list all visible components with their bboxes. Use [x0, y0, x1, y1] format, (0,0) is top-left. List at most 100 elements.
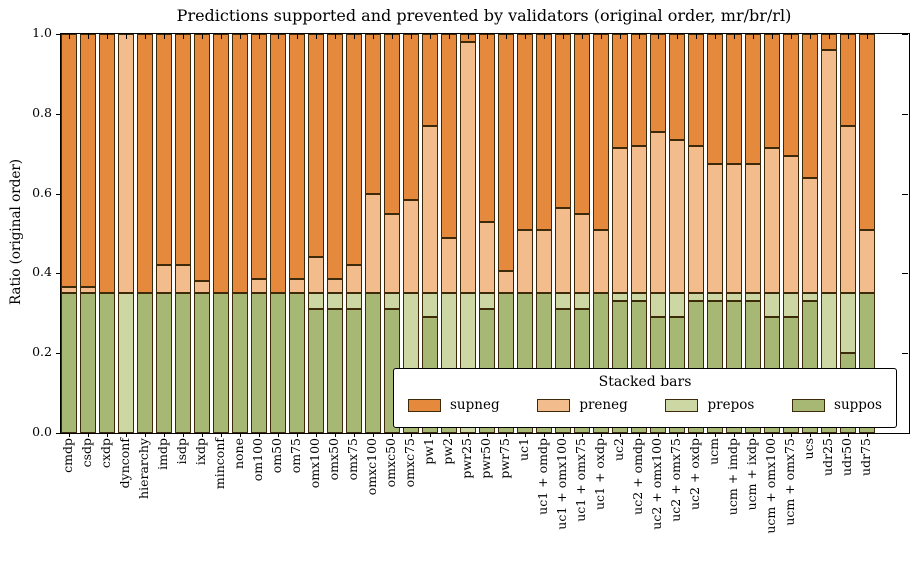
bar-segment-supneg: [782, 34, 799, 156]
bar-segment-supneg: [307, 34, 324, 258]
x-tick-label: none: [230, 438, 246, 470]
bar-segment-supneg: [592, 34, 609, 230]
bar-segment-suppos: [136, 293, 153, 433]
x-tick-bottom: [372, 433, 374, 437]
legend-entry-label: suppos: [834, 397, 882, 413]
x-tick-bottom: [410, 433, 412, 437]
x-tick-label: uc1 + omx100: [553, 438, 569, 530]
bar-segment-supneg: [801, 34, 818, 178]
x-tick-top: [106, 34, 108, 39]
x-tick-top: [543, 34, 545, 39]
bar-segment-supneg: [725, 34, 742, 164]
x-tick-label: pwr50: [477, 438, 493, 479]
x-tick-label: ucm + imdp: [724, 438, 740, 516]
x-tick-top: [733, 34, 735, 39]
bar-segment-preneg: [345, 265, 362, 294]
bar-segment-prepos: [649, 293, 666, 318]
x-tick-label: cxdp: [97, 438, 113, 469]
x-tick-label: omx100: [306, 438, 322, 489]
x-tick-label: ucm + ixdp: [743, 438, 759, 511]
bar-segment-preneg: [649, 131, 666, 294]
x-tick-label: isdp: [173, 438, 189, 465]
x-tick-bottom: [524, 433, 526, 437]
x-tick-label: uc1 + omx75: [572, 438, 588, 522]
bar-segment-supneg: [497, 34, 514, 272]
y-tick-left: [56, 353, 60, 355]
bar-segment-suppos: [250, 293, 267, 433]
bar-segment-preneg: [193, 281, 210, 294]
x-tick-bottom: [68, 433, 70, 437]
x-tick-top: [638, 34, 640, 39]
bar-segment-preneg: [326, 279, 343, 294]
x-tick-bottom: [657, 433, 659, 437]
x-tick-label: cmdp: [59, 438, 75, 473]
x-tick-bottom: [847, 433, 849, 437]
bar-segment-preneg: [497, 271, 514, 294]
x-tick-label: hierarchy: [135, 438, 151, 499]
x-tick-bottom: [353, 433, 355, 437]
bar-segment-preneg: [668, 139, 685, 294]
x-tick-top: [676, 34, 678, 39]
bar-segment-preneg: [60, 287, 77, 294]
bar-segment-supneg: [858, 34, 875, 230]
x-tick-top: [448, 34, 450, 39]
y-axis-label: Ratio (original order): [8, 158, 24, 306]
x-tick-bottom: [505, 433, 507, 437]
legend-entry: preneg: [537, 397, 628, 413]
bar-segment-prepos: [687, 293, 704, 302]
x-tick-bottom: [239, 433, 241, 437]
x-tick-bottom: [467, 433, 469, 437]
x-tick-label: om100: [249, 438, 265, 482]
x-tick-top: [315, 34, 317, 39]
plot-area: [56, 33, 910, 437]
x-tick-bottom: [638, 433, 640, 437]
bar-segment-supneg: [193, 34, 210, 282]
bar-segment-prepos: [345, 293, 362, 310]
bar-segment-preneg: [744, 163, 761, 294]
bar-segment-supneg: [60, 34, 77, 288]
y-tick-right: [902, 34, 908, 35]
x-tick-bottom: [258, 433, 260, 437]
bar-segment-suppos: [98, 293, 115, 433]
x-tick-top: [353, 34, 355, 39]
legend: Stacked bars supneg preneg prepos suppos: [393, 368, 897, 428]
bar-segment-preneg: [725, 163, 742, 294]
bar-segment-preneg: [155, 265, 172, 294]
x-tick-top: [847, 34, 849, 39]
bar-segment-prepos: [117, 293, 134, 433]
x-tick-bottom: [809, 433, 811, 437]
x-tick-label: uc2 + omx75: [667, 438, 683, 522]
x-tick-top: [239, 34, 241, 39]
bar-segment-preneg: [706, 163, 723, 294]
x-tick-bottom: [581, 433, 583, 437]
x-tick-top: [125, 34, 127, 39]
bar-segment-supneg: [687, 34, 704, 146]
x-tick-bottom: [296, 433, 298, 437]
bar-segment-supneg: [478, 34, 495, 222]
bar-segment-prepos: [801, 293, 818, 302]
bar-segment-preneg: [630, 145, 647, 294]
x-tick-label: omx75: [344, 438, 360, 481]
x-tick-bottom: [600, 433, 602, 437]
bar-segment-supneg: [516, 34, 533, 230]
x-tick-label: uc2 + omdp: [629, 438, 645, 515]
legend-entry: supneg: [408, 397, 500, 413]
x-tick-top: [258, 34, 260, 39]
bar-segment-prepos: [744, 293, 761, 302]
y-tick-right: [902, 433, 908, 434]
bar-segment-suppos: [307, 309, 324, 433]
bar-segment-supneg: [231, 34, 248, 294]
x-tick-label: udr50: [838, 438, 854, 476]
x-tick-bottom: [828, 433, 830, 437]
legend-entry-label: preneg: [579, 397, 628, 413]
legend-entries: supneg preneg prepos suppos: [394, 390, 896, 413]
bar-segment-preneg: [763, 147, 780, 294]
x-tick-top: [372, 34, 374, 39]
bar-segment-prepos: [307, 293, 324, 310]
bar-segment-preneg: [383, 213, 400, 294]
x-tick-bottom: [429, 433, 431, 437]
bar-segment-prepos: [478, 293, 495, 310]
x-tick-label: om75: [287, 438, 303, 474]
y-tick-right: [902, 353, 908, 355]
x-tick-bottom: [486, 433, 488, 437]
